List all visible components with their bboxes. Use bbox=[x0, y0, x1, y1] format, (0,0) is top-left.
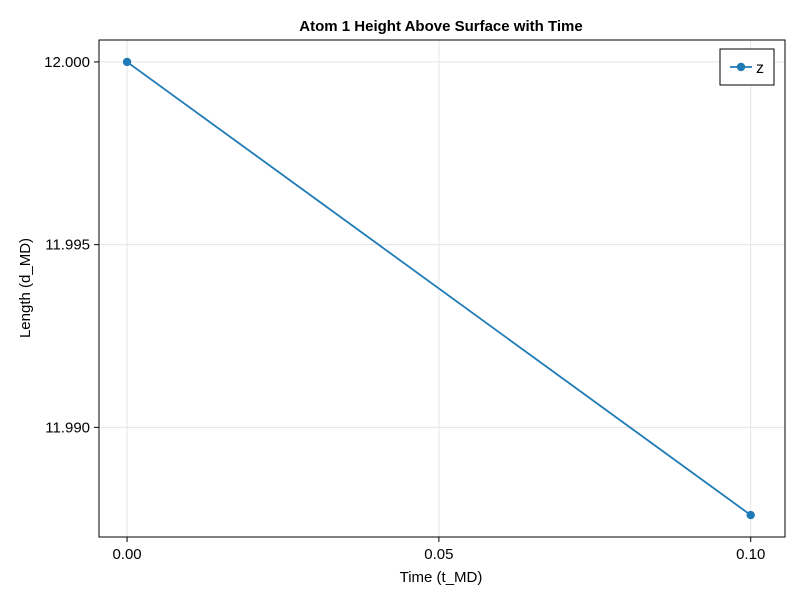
series-line-z bbox=[126, 61, 752, 516]
y-tick-label-1: 11.995 bbox=[45, 237, 90, 254]
legend: z bbox=[719, 48, 775, 86]
x-axis-label: Time (t_MD) bbox=[400, 569, 483, 586]
series-layer bbox=[122, 57, 755, 520]
x-tick-label-2: 0.10 bbox=[736, 546, 765, 563]
legend-label-z: z bbox=[756, 60, 764, 77]
x-tick-label-0: 0.00 bbox=[112, 546, 141, 563]
axis-ticks: 0.00 0.05 0.10 11.990 11.995 12.000 bbox=[44, 54, 765, 563]
grid-lines bbox=[99, 40, 785, 537]
chart-title: Atom 1 Height Above Surface with Time bbox=[299, 18, 582, 35]
legend-marker-z bbox=[736, 62, 746, 72]
y-tick-label-2: 12.000 bbox=[44, 54, 90, 71]
x-tick-label-1: 0.05 bbox=[424, 546, 453, 563]
y-axis-label: Length (d_MD) bbox=[17, 238, 34, 338]
data-point-z-0 bbox=[122, 57, 132, 67]
plot-frame bbox=[98, 39, 786, 538]
y-tick-label-0: 11.990 bbox=[45, 419, 90, 436]
data-point-z-1 bbox=[746, 510, 755, 520]
